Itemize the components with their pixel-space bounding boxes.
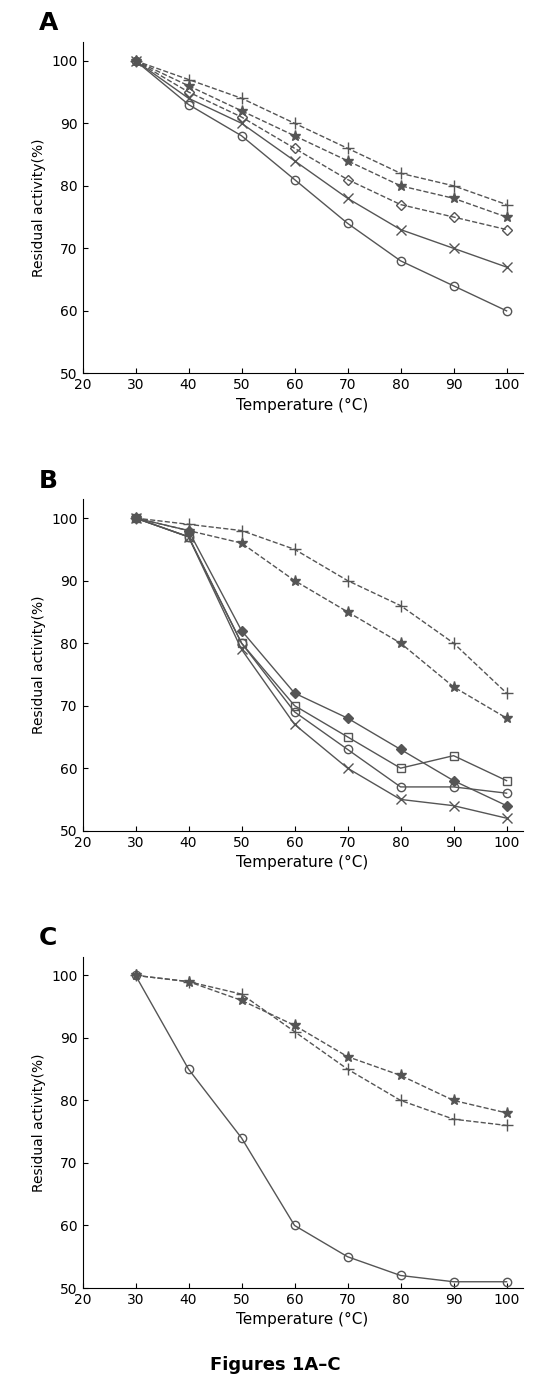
Text: A: A <box>39 11 58 35</box>
Y-axis label: Residual activity(%): Residual activity(%) <box>32 139 46 277</box>
Text: B: B <box>39 469 58 493</box>
X-axis label: Temperature (°C): Temperature (°C) <box>236 1312 368 1327</box>
Y-axis label: Residual activity(%): Residual activity(%) <box>32 1053 46 1191</box>
X-axis label: Temperature (°C): Temperature (°C) <box>236 855 368 871</box>
Y-axis label: Residual activity(%): Residual activity(%) <box>32 596 46 734</box>
Text: C: C <box>39 925 57 951</box>
X-axis label: Temperature (°C): Temperature (°C) <box>236 398 368 413</box>
Text: Figures 1A–C: Figures 1A–C <box>210 1357 340 1373</box>
